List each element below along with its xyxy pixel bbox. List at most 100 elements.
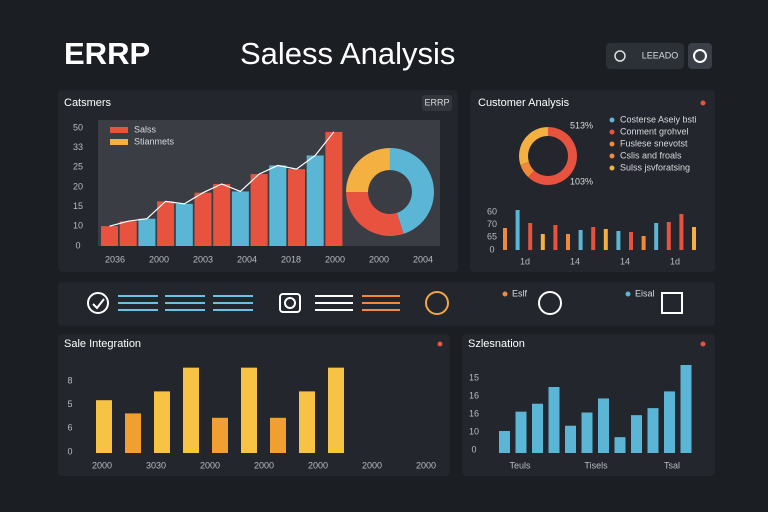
bar (503, 228, 507, 250)
bar (250, 174, 268, 246)
x-label: 2000 (369, 254, 389, 264)
trend-line (109, 131, 335, 227)
bar (692, 227, 696, 250)
y-label: 5 (67, 399, 72, 409)
header-button[interactable] (606, 43, 684, 69)
bar (629, 232, 633, 250)
y-label: 25 (73, 162, 83, 172)
x-label: 2000 (325, 254, 345, 264)
menu-icon[interactable] (315, 295, 353, 311)
panel-title: Catsmers (64, 97, 112, 109)
donut-segment (346, 148, 390, 192)
bar (532, 403, 543, 453)
menu-icon[interactable] (362, 295, 400, 311)
bar (581, 412, 593, 453)
header-button-label: LEEADO (642, 50, 679, 60)
y-label: 16 (469, 408, 479, 418)
legend-label: Cslis and froals (620, 150, 682, 160)
bar (614, 437, 626, 453)
legend-label: Fuslese snevotst (620, 138, 688, 148)
status-dot (437, 341, 443, 347)
bar (194, 192, 212, 246)
panel-title: Sale Integration (64, 338, 141, 350)
square-icon[interactable] (661, 292, 683, 314)
check-icon[interactable] (87, 292, 109, 314)
toolbar-icons (87, 291, 683, 315)
bar (499, 431, 510, 453)
bar (591, 227, 596, 250)
legend-label: Sulss jsvforatsing (620, 162, 690, 172)
y-label: 33 (73, 142, 83, 152)
bar (680, 365, 692, 453)
bar (96, 400, 112, 453)
x-label: 14 (620, 256, 630, 266)
bar (647, 408, 659, 453)
tape-reel (284, 297, 296, 309)
x-label: 1d (670, 256, 680, 266)
x-label: 3030 (146, 460, 166, 470)
status-label: Eslf (512, 288, 528, 298)
bar (119, 221, 137, 246)
x-label: 2018 (281, 254, 301, 264)
status-label: Eisal (635, 288, 655, 298)
bar (101, 226, 118, 246)
bar (175, 203, 193, 246)
x-label: 2000 (149, 254, 169, 264)
donut-segment (390, 148, 434, 234)
legend-dot (609, 141, 615, 147)
y-label: 0 (67, 446, 72, 456)
status-dot (625, 291, 631, 297)
bar (578, 230, 583, 250)
target-icon[interactable] (538, 291, 562, 315)
y-label: 10 (73, 221, 83, 231)
x-label: 2000 (200, 460, 220, 470)
panel-title: Szlesnation (468, 338, 525, 350)
x-label: 2004 (413, 254, 433, 264)
page-title: Saless Analysis (240, 36, 455, 71)
clock-icon (614, 50, 626, 62)
bar (654, 223, 659, 250)
donut-segment (528, 127, 577, 185)
bar (231, 191, 249, 246)
bar (325, 131, 343, 246)
bar (553, 225, 558, 250)
bar (540, 234, 545, 250)
legend-label: Costerse Aseiy bsti (620, 114, 697, 124)
y-label: 0 (489, 244, 494, 254)
bar (515, 411, 527, 453)
bar (664, 391, 675, 453)
brand: ERRP (64, 36, 150, 71)
x-label: 1d (520, 256, 530, 266)
x-label: 14 (570, 256, 580, 266)
y-label: 0 (471, 444, 476, 454)
legend-label: Salss (134, 124, 157, 134)
panel (462, 334, 715, 476)
y-label: 50 (73, 122, 83, 132)
legend-label: Conment grohvel (620, 126, 689, 136)
legend-swatch (110, 139, 128, 145)
bar (565, 425, 576, 453)
donut-segment (519, 127, 548, 165)
list-icon[interactable] (118, 295, 253, 311)
x-label: Tisels (584, 460, 608, 470)
y-label: 16 (469, 390, 479, 400)
tape-icon[interactable] (279, 293, 301, 313)
bar (138, 218, 156, 246)
bar (598, 398, 609, 453)
legend-dot (609, 129, 615, 135)
refresh-button[interactable] (688, 43, 712, 69)
x-label: 2000 (92, 460, 112, 470)
y-label: 65 (487, 232, 497, 242)
badge-box[interactable] (422, 95, 452, 111)
legend-swatch (110, 127, 128, 133)
x-label: Teuls (509, 460, 531, 470)
progress-icon[interactable] (425, 291, 449, 315)
bar (328, 367, 344, 453)
y-label: 15 (73, 201, 83, 211)
y-label: 20 (73, 181, 83, 191)
legend-dot (609, 117, 615, 123)
badge: ERRP (424, 97, 449, 107)
refresh-icon (693, 49, 707, 63)
bar (528, 223, 533, 250)
